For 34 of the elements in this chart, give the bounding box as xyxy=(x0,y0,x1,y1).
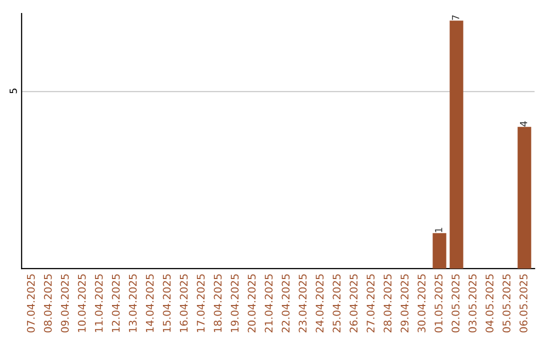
x-tick-label: 26.04.2025 xyxy=(350,274,358,332)
data-label: 7 xyxy=(452,15,460,20)
x-tick-label: 07.04.2025 xyxy=(26,274,35,332)
x-tick-label: 16.04.2025 xyxy=(180,274,188,332)
data-label: 4 xyxy=(520,121,528,126)
x-tick-label: 13.04.2025 xyxy=(128,274,137,332)
x-tick-label: 15.04.2025 xyxy=(162,274,171,332)
x-tick-label: 12.04.2025 xyxy=(112,274,120,332)
x-tick-label: 20.04.2025 xyxy=(248,274,256,332)
x-tick-label: 25.04.2025 xyxy=(332,274,341,332)
x-tick-label: 14.04.2025 xyxy=(146,274,154,332)
x-tick-label: 04.05.2025 xyxy=(486,274,494,332)
x-tick-label: 27.04.2025 xyxy=(366,274,375,332)
x-tick-label: 06.05.2025 xyxy=(520,274,528,332)
x-tick-label: 23.04.2025 xyxy=(298,274,307,332)
x-tick-label: 18.04.2025 xyxy=(214,274,222,332)
x-tick-label: 11.04.2025 xyxy=(94,274,103,332)
x-tick-label: 10.04.2025 xyxy=(78,274,86,332)
x-tick-label: 28.04.2025 xyxy=(384,274,392,332)
x-tick-label: 22.04.2025 xyxy=(282,274,290,332)
x-tick-label: 05.05.2025 xyxy=(502,274,510,332)
y-tick-label: 5 xyxy=(10,88,17,94)
x-tick-label: 02.05.2025 xyxy=(452,274,460,332)
x-tick-label: 19.04.2025 xyxy=(230,274,239,332)
x-tick-label: 29.04.2025 xyxy=(400,274,409,332)
x-tick-label: 24.04.2025 xyxy=(316,274,324,332)
x-tick-label: 30.04.2025 xyxy=(418,274,426,332)
data-label: 1 xyxy=(435,228,442,232)
x-tick-label: 09.04.2025 xyxy=(60,274,69,332)
x-tick-label: 03.05.2025 xyxy=(468,274,476,332)
x-tick-label: 01.05.2025 xyxy=(434,274,442,332)
x-tick-label: 08.04.2025 xyxy=(44,274,52,332)
x-tick-label: 21.04.2025 xyxy=(264,274,273,332)
x-tick-label: 17.04.2025 xyxy=(196,274,205,332)
